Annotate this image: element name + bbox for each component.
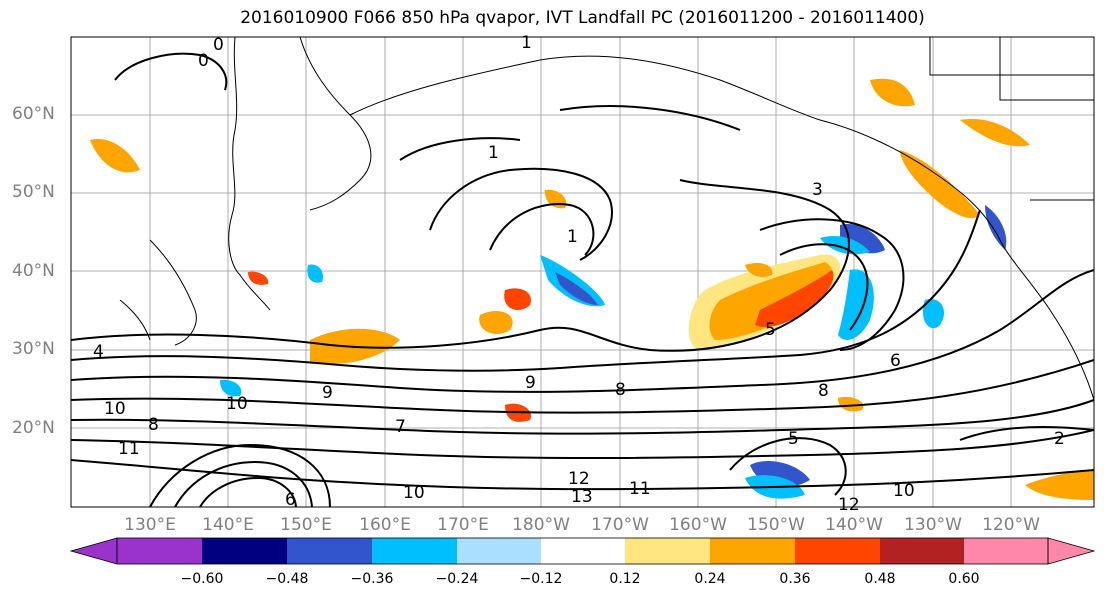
colorbar-tick: −0.48 (265, 571, 309, 587)
contour-label: 12 (838, 495, 860, 515)
colorbar-segment (372, 538, 457, 564)
colorbar-segment (117, 538, 202, 564)
contour-label: 12 (568, 469, 590, 489)
contour-label: 11 (629, 479, 651, 499)
lat-label: 20°N (12, 418, 55, 438)
colorbar-segment (710, 538, 795, 564)
lon-label: 150°W (747, 515, 805, 535)
contour-label: 1 (521, 33, 532, 53)
lon-label: 140°E (202, 515, 254, 535)
contour-label: 6 (890, 351, 901, 371)
contour-label: 10 (403, 483, 425, 503)
contour-label: 8 (615, 380, 626, 400)
colorbar-tick: 0.12 (609, 571, 641, 587)
contour-label: 7 (395, 417, 406, 437)
contour-label: 11 (118, 439, 140, 459)
contour-label: 5 (788, 429, 799, 449)
colorbar-extend-low (69, 537, 118, 565)
contour-label: 3 (812, 180, 823, 200)
lon-label: 120°W (982, 515, 1040, 535)
coastlines (119, 37, 1094, 401)
colorbar (69, 537, 1096, 565)
colorbar-segment (541, 538, 625, 564)
contour-label: 1 (567, 227, 578, 247)
lon-label: 140°W (825, 515, 883, 535)
lon-label: 130°W (904, 515, 962, 535)
contour-label: 1 (488, 143, 499, 163)
contour-label: 2 (1054, 429, 1065, 449)
lon-label: 180°W (512, 515, 570, 535)
map-title: 2016010900 F066 850 hPa qvapor, IVT Land… (240, 8, 925, 28)
colorbar-tick: 0.60 (948, 571, 980, 587)
colorbar-tick: −0.24 (435, 571, 479, 587)
contour-labels: 0 0 1 1 1 3 4 5 6 6 7 8 8 8 9 9 10 10 10… (93, 33, 1065, 515)
contour-label: 0 (213, 35, 224, 55)
contour-label: 6 (285, 490, 296, 510)
contour-label: 10 (893, 481, 915, 501)
colorbar-segment (964, 538, 1048, 564)
lon-label: 170°E (437, 515, 489, 535)
lat-label: 50°N (12, 182, 55, 202)
colorbar-extend-high (1047, 537, 1096, 565)
contour-label: 13 (571, 487, 593, 507)
colorbar-tick: 0.36 (779, 571, 811, 587)
lon-label: 160°E (359, 515, 411, 535)
colorbar-tick: 0.48 (864, 571, 896, 587)
lat-label: 60°N (12, 104, 55, 124)
contour-label: 8 (148, 415, 159, 435)
colorbar-tick: −0.12 (519, 571, 563, 587)
contour-label: 0 (198, 51, 209, 71)
colorbar-segment (287, 538, 372, 564)
contour-label: 9 (525, 373, 536, 393)
colorbar-segment (457, 538, 541, 564)
colorbar-segment (625, 538, 710, 564)
contour-label: 5 (765, 320, 776, 340)
colorbar-tick: −0.36 (350, 571, 394, 587)
contour-label: 10 (104, 399, 126, 419)
contour-label: 8 (818, 381, 829, 401)
plot-frame (70, 36, 1095, 508)
ivt-contours (71, 52, 1094, 507)
colorbar-tick: −0.60 (180, 571, 224, 587)
colorbar-frame (116, 537, 1049, 565)
lat-label: 40°N (12, 261, 55, 281)
colorbar-segment (795, 538, 880, 564)
lon-label: 170°W (591, 515, 649, 535)
colorbar-segment (880, 538, 964, 564)
lat-label: 30°N (12, 339, 55, 359)
contour-label: 4 (93, 342, 104, 362)
contour-label: 10 (226, 394, 248, 414)
colorbar-tick: 0.24 (694, 571, 726, 587)
lon-label: 130°E (124, 515, 176, 535)
colorbar-segment (202, 538, 287, 564)
contour-label: 9 (322, 383, 333, 403)
lon-label: 160°W (669, 515, 727, 535)
lon-label: 150°E (280, 515, 332, 535)
